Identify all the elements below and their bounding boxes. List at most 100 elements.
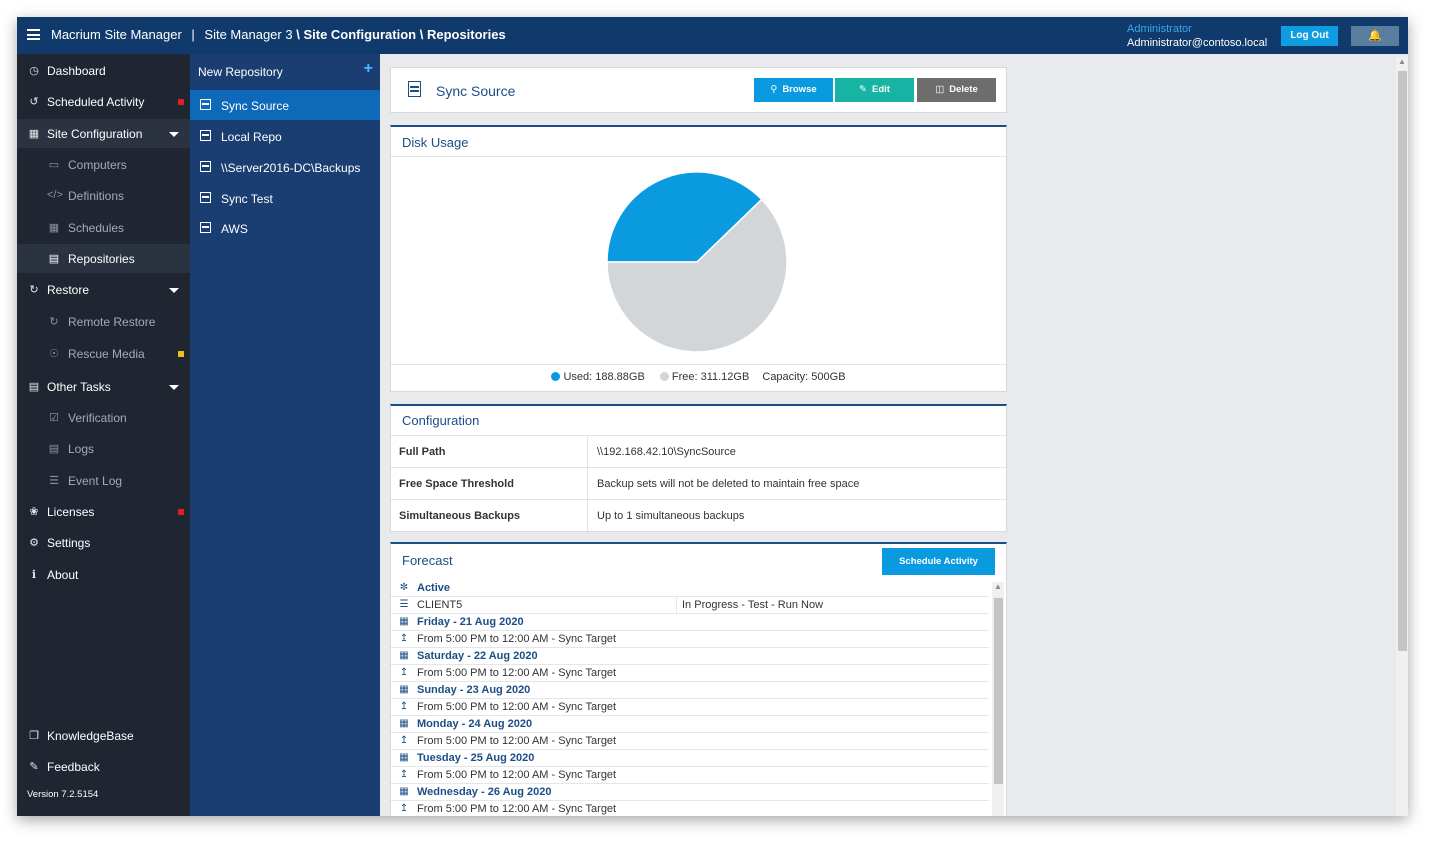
calendar-icon: ▦	[399, 786, 409, 797]
new-repository-header[interactable]: New Repository +	[190, 54, 380, 85]
top-bar: Macrium Site Manager | Site Manager 3 \ …	[17, 17, 1408, 54]
repository-icon: ▤	[48, 253, 60, 265]
forecast-date-row: ▦ Sunday - 23 Aug 2020	[391, 682, 989, 699]
feedback-icon: ✎	[29, 761, 39, 773]
breadcrumb-path: \ Site Configuration \ Repositories	[296, 27, 506, 42]
client-name: CLIENT5	[417, 599, 463, 611]
sidebar-item-label: Rescue Media	[68, 347, 145, 361]
repository-item[interactable]: \\Server2016-DC\Backups	[190, 152, 380, 182]
sidebar-item-other-tasks[interactable]: ▤ Other Tasks	[17, 372, 190, 401]
forecast-entry-row[interactable]: ↥ From 5:00 PM to 12:00 AM - Sync Target	[391, 801, 989, 816]
forecast-entry: From 5:00 PM to 12:00 AM - Sync Target	[417, 667, 617, 679]
configuration-panel: Configuration Full Path \\192.168.42.10\…	[390, 404, 1007, 532]
sidebar-item-label: Repositories	[68, 252, 135, 266]
forecast-scrollbar[interactable]: ▲	[992, 582, 1004, 816]
forecast-client-row[interactable]: ☰ CLIENT5 In Progress - Test - Run Now	[391, 597, 989, 614]
sidebar-item-scheduled-activity[interactable]: ↺ Scheduled Activity	[17, 87, 190, 116]
scroll-up-arrow-icon[interactable]: ▲	[1398, 57, 1406, 66]
repository-item[interactable]: Sync Source	[190, 90, 380, 120]
config-value: Backup sets will not be deleted to maint…	[597, 478, 860, 490]
sidebar-item-rescue-media[interactable]: ☉ Rescue Media	[17, 339, 190, 368]
forecast-entry: From 5:00 PM to 12:00 AM - Sync Target	[417, 769, 617, 781]
forecast-entry-row[interactable]: ↥ From 5:00 PM to 12:00 AM - Sync Target	[391, 665, 989, 682]
sidebar-item-about[interactable]: ℹ About	[17, 560, 190, 589]
sidebar-item-label: KnowledgeBase	[47, 729, 134, 743]
sidebar-item-definitions[interactable]: </> Definitions	[17, 181, 190, 210]
delete-button[interactable]: ◫ Delete	[917, 78, 996, 102]
forecast-entry-row[interactable]: ↥ From 5:00 PM to 12:00 AM - Sync Target	[391, 631, 989, 648]
forecast-date-row: ▦ Wednesday - 26 Aug 2020	[391, 784, 989, 801]
forecast-panel: Forecast Schedule Activity ✼ Active ☰ CL…	[390, 542, 1007, 816]
page-scrollbar[interactable]: ▲	[1396, 57, 1408, 816]
capacity-label: Capacity: 500GB	[762, 371, 846, 383]
repository-item[interactable]: Sync Test	[190, 183, 380, 213]
sidebar-item-schedules[interactable]: ▦ Schedules	[17, 213, 190, 242]
sidebar-item-label: Logs	[68, 442, 95, 456]
sidebar-item-licenses[interactable]: ❀ Licenses	[17, 497, 190, 526]
config-row-simultaneous-backups: Simultaneous Backups Up to 1 simultaneou…	[391, 499, 1006, 531]
repository-item[interactable]: Local Repo	[190, 121, 380, 151]
sidebar-item-logs[interactable]: ▤ Logs	[17, 434, 190, 463]
browse-button[interactable]: ⚲ Browse	[754, 78, 833, 102]
disk-usage-legend: Used: 188.88GB Free: 311.12GB Capacity: …	[391, 371, 1006, 383]
notification-bell-icon[interactable]: 🔔	[1351, 26, 1399, 46]
repository-title: Sync Source	[436, 83, 516, 99]
breadcrumb-site[interactable]: Site Manager 3	[204, 27, 293, 42]
config-row-full-path: Full Path \\192.168.42.10\SyncSource	[391, 435, 1006, 467]
sidebar-item-dashboard[interactable]: ◷ Dashboard	[17, 56, 190, 85]
sidebar-item-label: Feedback	[47, 760, 100, 774]
forecast-list[interactable]: ✼ Active ☰ CLIENT5 In Progress - Test - …	[391, 580, 989, 816]
sidebar-item-knowledgebase[interactable]: ❐ KnowledgeBase	[17, 721, 190, 750]
scroll-up-arrow-icon[interactable]: ▲	[994, 582, 1002, 591]
logout-button[interactable]: Log Out	[1281, 26, 1338, 46]
app-title[interactable]: Macrium Site Manager	[51, 27, 182, 42]
sidebar-item-settings[interactable]: ⚙ Settings	[17, 528, 190, 557]
sidebar-item-repositories[interactable]: ▤ Repositories	[17, 244, 190, 273]
forecast-date-row: ▦ Monday - 24 Aug 2020	[391, 716, 989, 733]
alert-flag-red	[178, 99, 184, 105]
sidebar-item-label: Settings	[47, 536, 91, 550]
edit-button[interactable]: ✎ Edit	[835, 78, 914, 102]
cogs-icon: ⚙	[29, 537, 39, 549]
repository-item-label: Sync Source	[221, 99, 290, 113]
award-icon: ❀	[29, 506, 39, 518]
hamburger-menu-icon[interactable]	[27, 29, 40, 40]
sidebar-item-label: Other Tasks	[47, 380, 111, 394]
new-repository-label[interactable]: New Repository	[198, 65, 283, 79]
repository-item-label: \\Server2016-DC\Backups	[221, 161, 361, 175]
upload-arrow-icon: ↥	[399, 803, 409, 814]
sidebar-item-label: Verification	[68, 411, 127, 425]
forecast-entry-row[interactable]: ↥ From 5:00 PM to 12:00 AM - Sync Target	[391, 733, 989, 750]
add-repository-plus-icon[interactable]: +	[363, 60, 373, 77]
sidebar-item-label: Definitions	[68, 189, 125, 203]
forecast-date: Saturday - 22 Aug 2020	[417, 650, 538, 662]
sitemap-icon: ▦	[28, 128, 40, 140]
schedule-activity-button[interactable]: Schedule Activity	[882, 548, 995, 575]
pie-slice-used[interactable]	[606, 171, 763, 263]
client-status: In Progress - Test - Run Now	[682, 599, 824, 611]
repository-item-label: Sync Test	[221, 192, 273, 206]
sidebar-item-restore[interactable]: ↻ Restore	[17, 275, 190, 304]
forecast-entry-row[interactable]: ↥ From 5:00 PM to 12:00 AM - Sync Target	[391, 767, 989, 784]
scrollbar-thumb[interactable]	[994, 598, 1003, 784]
sidebar-item-feedback[interactable]: ✎ Feedback	[17, 752, 190, 781]
tasks-icon: ▤	[28, 381, 40, 393]
forecast-title: Forecast	[402, 553, 453, 568]
forecast-entry-row[interactable]: ↥ From 5:00 PM to 12:00 AM - Sync Target	[391, 699, 989, 716]
calendar-icon: ▦	[399, 752, 409, 763]
repository-detail-header: Sync Source ⚲ Browse ✎ Edit ◫ Delete	[390, 67, 1007, 113]
divider	[391, 364, 1006, 365]
scrollbar-thumb[interactable]	[1398, 71, 1407, 651]
forecast-entry: From 5:00 PM to 12:00 AM - Sync Target	[417, 701, 617, 713]
sidebar-item-verification[interactable]: ☑ Verification	[17, 403, 190, 432]
chevron-down-icon	[169, 385, 179, 390]
sidebar-item-remote-restore[interactable]: ↻ Remote Restore	[17, 307, 190, 336]
info-icon: ℹ	[31, 569, 37, 581]
app-window: Macrium Site Manager | Site Manager 3 \ …	[17, 17, 1408, 816]
sidebar-item-computers[interactable]: ▭ Computers	[17, 150, 190, 179]
repository-item[interactable]: AWS	[190, 213, 380, 243]
sidebar-item-event-log[interactable]: ☰ Event Log	[17, 466, 190, 495]
pie-slice-free[interactable]	[606, 198, 788, 353]
sidebar-item-site-configuration[interactable]: ▦ Site Configuration	[17, 119, 190, 148]
file-icon: ▤	[48, 443, 60, 455]
